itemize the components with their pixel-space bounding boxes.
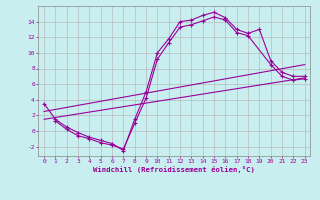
X-axis label: Windchill (Refroidissement éolien,°C): Windchill (Refroidissement éolien,°C)	[93, 166, 255, 173]
